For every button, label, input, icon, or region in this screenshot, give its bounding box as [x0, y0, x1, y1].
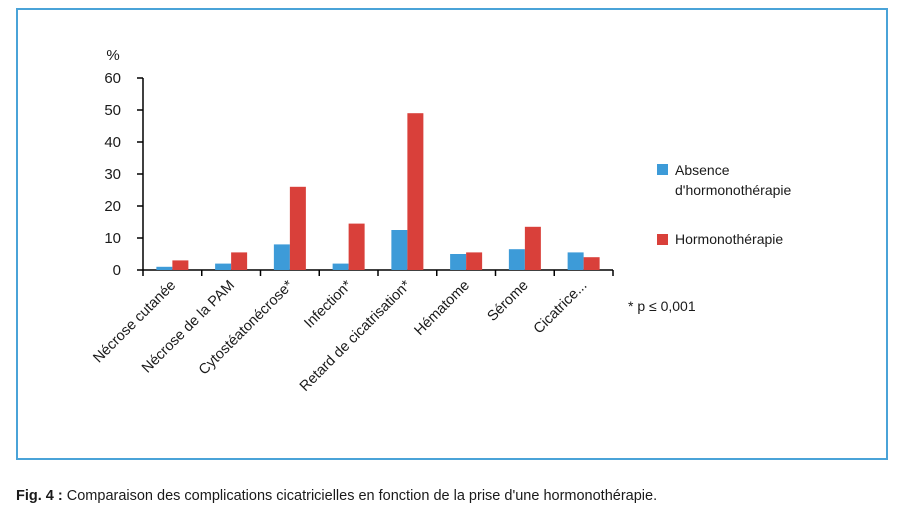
x-category-label: Hématome [411, 278, 472, 339]
y-tick-label: 30 [104, 166, 121, 183]
x-category-label: Sérome [484, 278, 531, 325]
significance-note: * p ≤ 0,001 [628, 298, 696, 314]
y-tick-label: 20 [104, 198, 121, 215]
bar-absence [273, 244, 290, 270]
legend-swatch-absence [657, 164, 668, 175]
legend-label-absence-line1: Absence [675, 162, 730, 178]
legend-swatch-hormono [657, 234, 668, 245]
y-tick-label: 50 [104, 102, 121, 119]
bar-hormono [583, 257, 600, 270]
y-tick-label: 60 [104, 70, 121, 87]
bar-hormono [231, 252, 248, 270]
bar-hormono [289, 186, 306, 270]
bar-hormono [466, 252, 483, 270]
bar-absence [508, 249, 525, 270]
x-category-label: Infection* [301, 277, 355, 331]
bar-hormono [524, 226, 541, 270]
y-tick-label: 0 [113, 262, 121, 279]
figure-caption: Fig. 4 : Comparaison des complications c… [16, 488, 657, 504]
legend-label-absence: Absence d'hormonothérapie [675, 160, 791, 200]
bar-absence [391, 230, 408, 270]
bar-absence [215, 263, 232, 270]
legend-label-absence-line2: d'hormonothérapie [675, 182, 792, 198]
bar-hormono [172, 260, 189, 270]
bar-absence [156, 266, 173, 270]
x-category-label: Cicatrice... [531, 278, 591, 338]
y-tick-label: 40 [104, 134, 121, 151]
legend-label-hormono: Hormonothérapie [675, 231, 784, 247]
bar-absence [332, 263, 349, 270]
bar-hormono [348, 223, 365, 270]
caption-text: Comparaison des complications cicatricie… [62, 488, 658, 504]
caption-label: Fig. 4 : [16, 488, 63, 504]
y-axis-unit-label: % [106, 47, 119, 64]
bar-absence [450, 254, 467, 270]
x-category-label: Retard de cicatrisation* [297, 277, 415, 395]
bar-absence [567, 252, 584, 270]
chart-frame [16, 8, 888, 460]
y-tick-label: 10 [104, 230, 121, 247]
bar-hormono [407, 113, 424, 270]
